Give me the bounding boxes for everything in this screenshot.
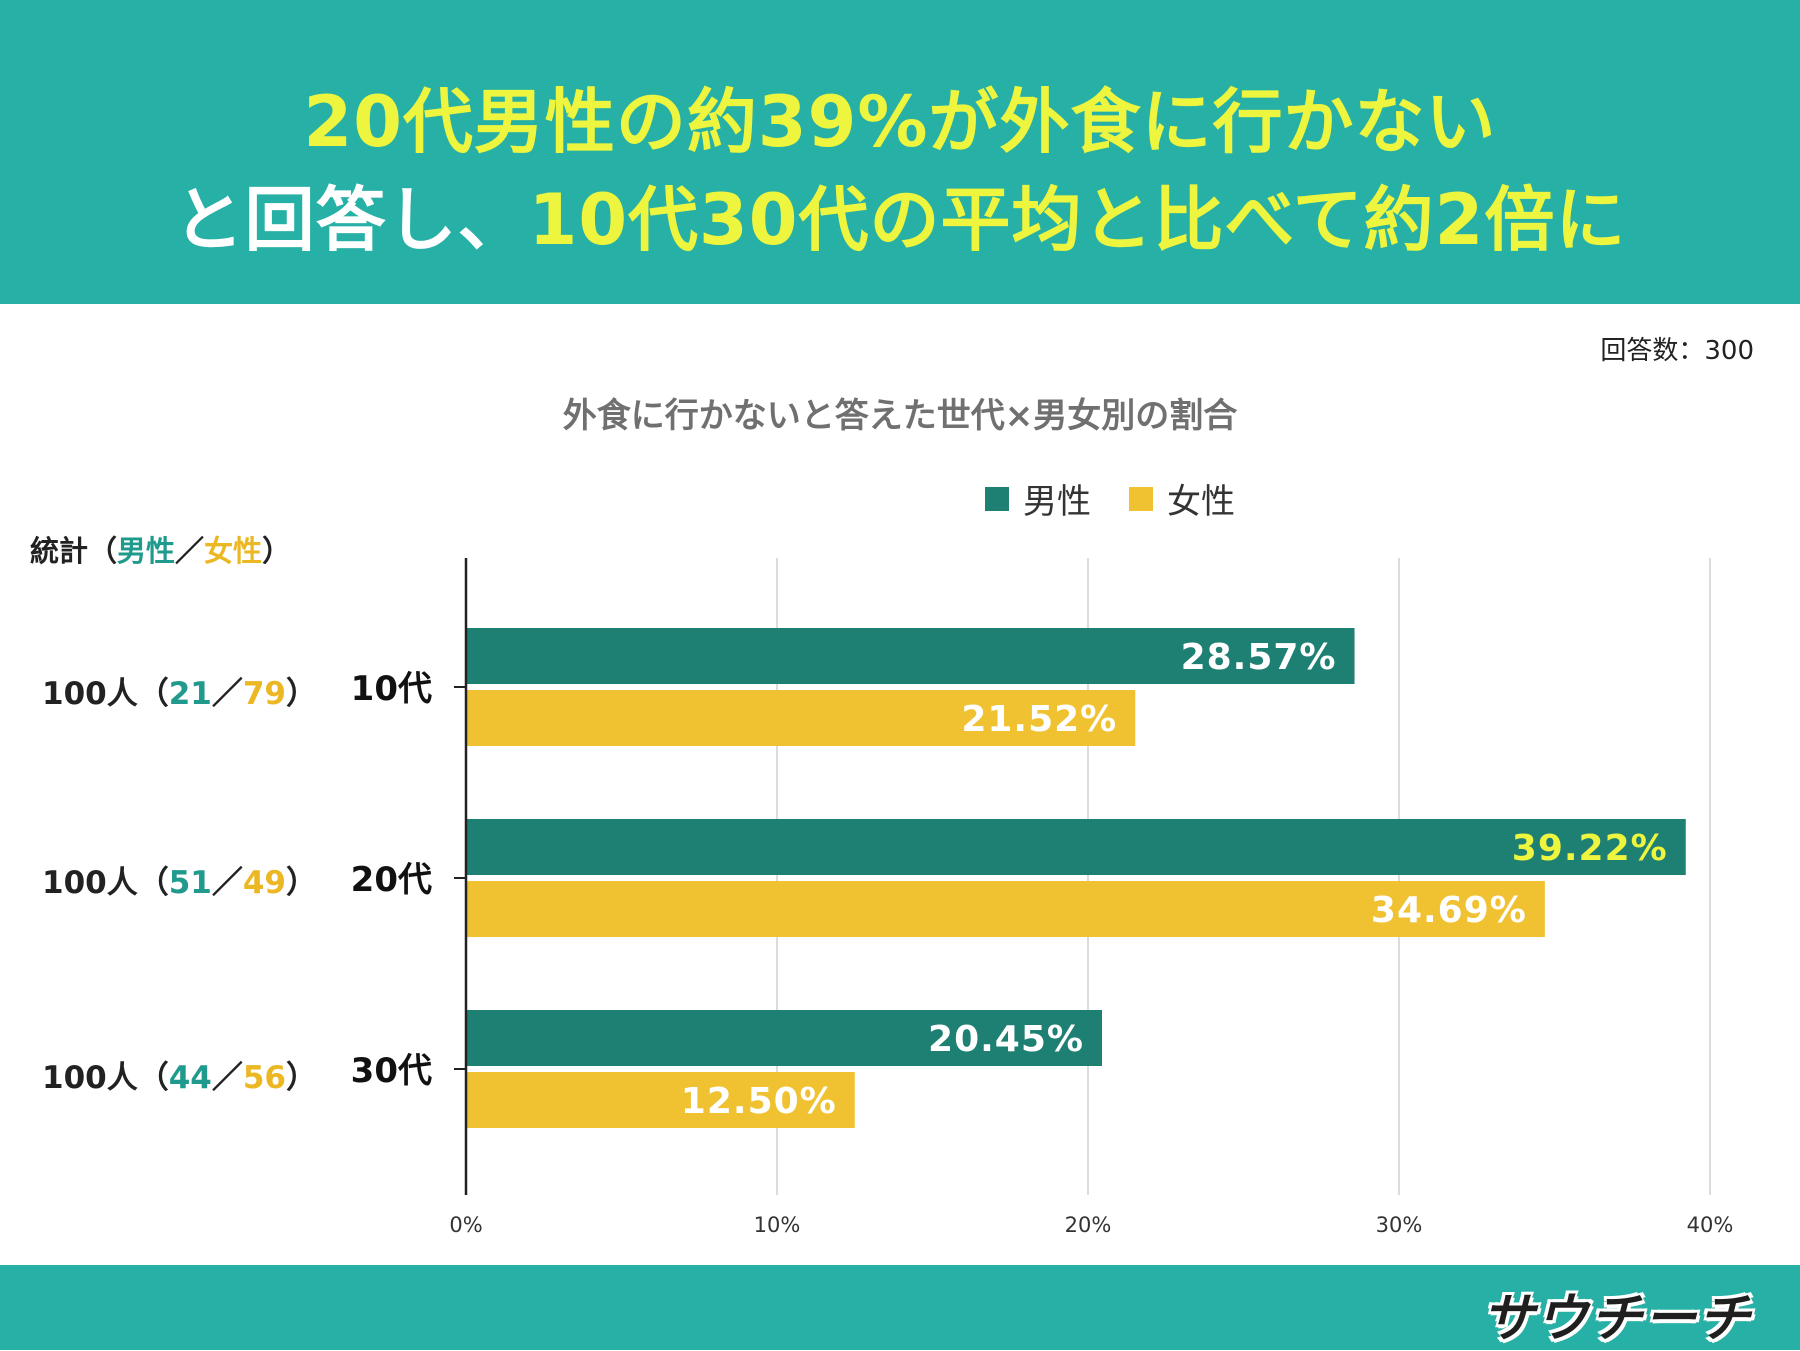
data-label: 28.57% xyxy=(1181,637,1337,678)
stats-female-word: 女性 xyxy=(204,534,263,568)
stat-slash: ／ xyxy=(211,676,243,712)
stat-slash: ／ xyxy=(211,865,243,901)
stat-close: ） xyxy=(286,1060,317,1096)
stats-label: 統計（ xyxy=(30,534,118,568)
x-tick-label: 30% xyxy=(1376,1213,1423,1237)
bar-male xyxy=(466,1010,1102,1066)
stat-row-10s: 100人（21／79） xyxy=(42,668,317,713)
legend-label-female: 女性 xyxy=(1167,482,1235,522)
data-label: 34.69% xyxy=(1371,890,1527,931)
stat-total: 100人（ xyxy=(42,1060,169,1096)
category-label: 10代 xyxy=(351,669,432,709)
footer-bar xyxy=(0,1265,1800,1350)
legend-swatch-female xyxy=(1129,486,1153,511)
bar-female xyxy=(466,690,1136,746)
data-label: 21.52% xyxy=(961,699,1117,740)
legend-item-male: 男性 xyxy=(985,474,1091,523)
bar-female xyxy=(466,1072,855,1128)
legend-item-female: 女性 xyxy=(1129,474,1235,523)
chart-legend: 男性 女性 xyxy=(985,474,1273,523)
category-label: 20代 xyxy=(351,860,432,900)
headline-line-1: 20代男性の約39%が外食に行かない xyxy=(303,81,1497,163)
stat-row-20s: 100人（51／49） xyxy=(42,857,317,902)
legend-label-male: 男性 xyxy=(1023,482,1091,522)
stat-close: ） xyxy=(286,865,317,901)
category-label: 30代 xyxy=(351,1051,432,1091)
bar-male xyxy=(466,819,1686,875)
bar-male xyxy=(466,628,1355,684)
data-label: 20.45% xyxy=(928,1019,1084,1060)
x-tick-label: 0% xyxy=(449,1213,482,1237)
data-label: 12.50% xyxy=(681,1081,837,1122)
brand-logo: サウチーチ xyxy=(1481,1289,1752,1349)
stat-total: 100人（ xyxy=(42,676,169,712)
headline-line-2-rest: 10代30代の平均と比べて約2倍に xyxy=(528,179,1627,261)
headline-line-2: と回答し、10代30代の平均と比べて約2倍に xyxy=(0,164,1800,265)
stat-female-count: 49 xyxy=(242,865,286,901)
bar-female xyxy=(466,881,1545,937)
data-label: 39.22% xyxy=(1512,828,1668,869)
stat-total: 100人（ xyxy=(42,865,169,901)
stats-male-word: 男性 xyxy=(117,534,176,568)
x-tick-label: 10% xyxy=(754,1213,801,1237)
stat-male-count: 51 xyxy=(168,865,212,901)
stat-slash: ／ xyxy=(211,1060,243,1096)
header-banner: 20代男性の約39%が外食に行かない と回答し、10代30代の平均と比べて約2倍… xyxy=(0,0,1800,304)
stat-male-count: 44 xyxy=(168,1060,212,1096)
headline-line-2-prefix: と回答し、 xyxy=(173,179,529,261)
respondent-count: 回答数：300 xyxy=(1600,336,1754,366)
stat-close: ） xyxy=(286,676,317,712)
stat-female-count: 79 xyxy=(242,676,286,712)
stats-header: 統計（男性／女性） xyxy=(30,528,291,570)
legend-swatch-male xyxy=(985,486,1009,511)
x-tick-label: 20% xyxy=(1065,1213,1112,1237)
chart-title: 外食に行かないと答えた世代×男女別の割合 xyxy=(562,396,1238,436)
stat-male-count: 21 xyxy=(168,676,212,712)
stat-row-30s: 100人（44／56） xyxy=(42,1052,317,1097)
stats-close: ） xyxy=(262,534,292,568)
stat-female-count: 56 xyxy=(242,1060,286,1096)
stats-slash: ／ xyxy=(175,534,205,568)
x-tick-label: 40% xyxy=(1687,1213,1734,1237)
